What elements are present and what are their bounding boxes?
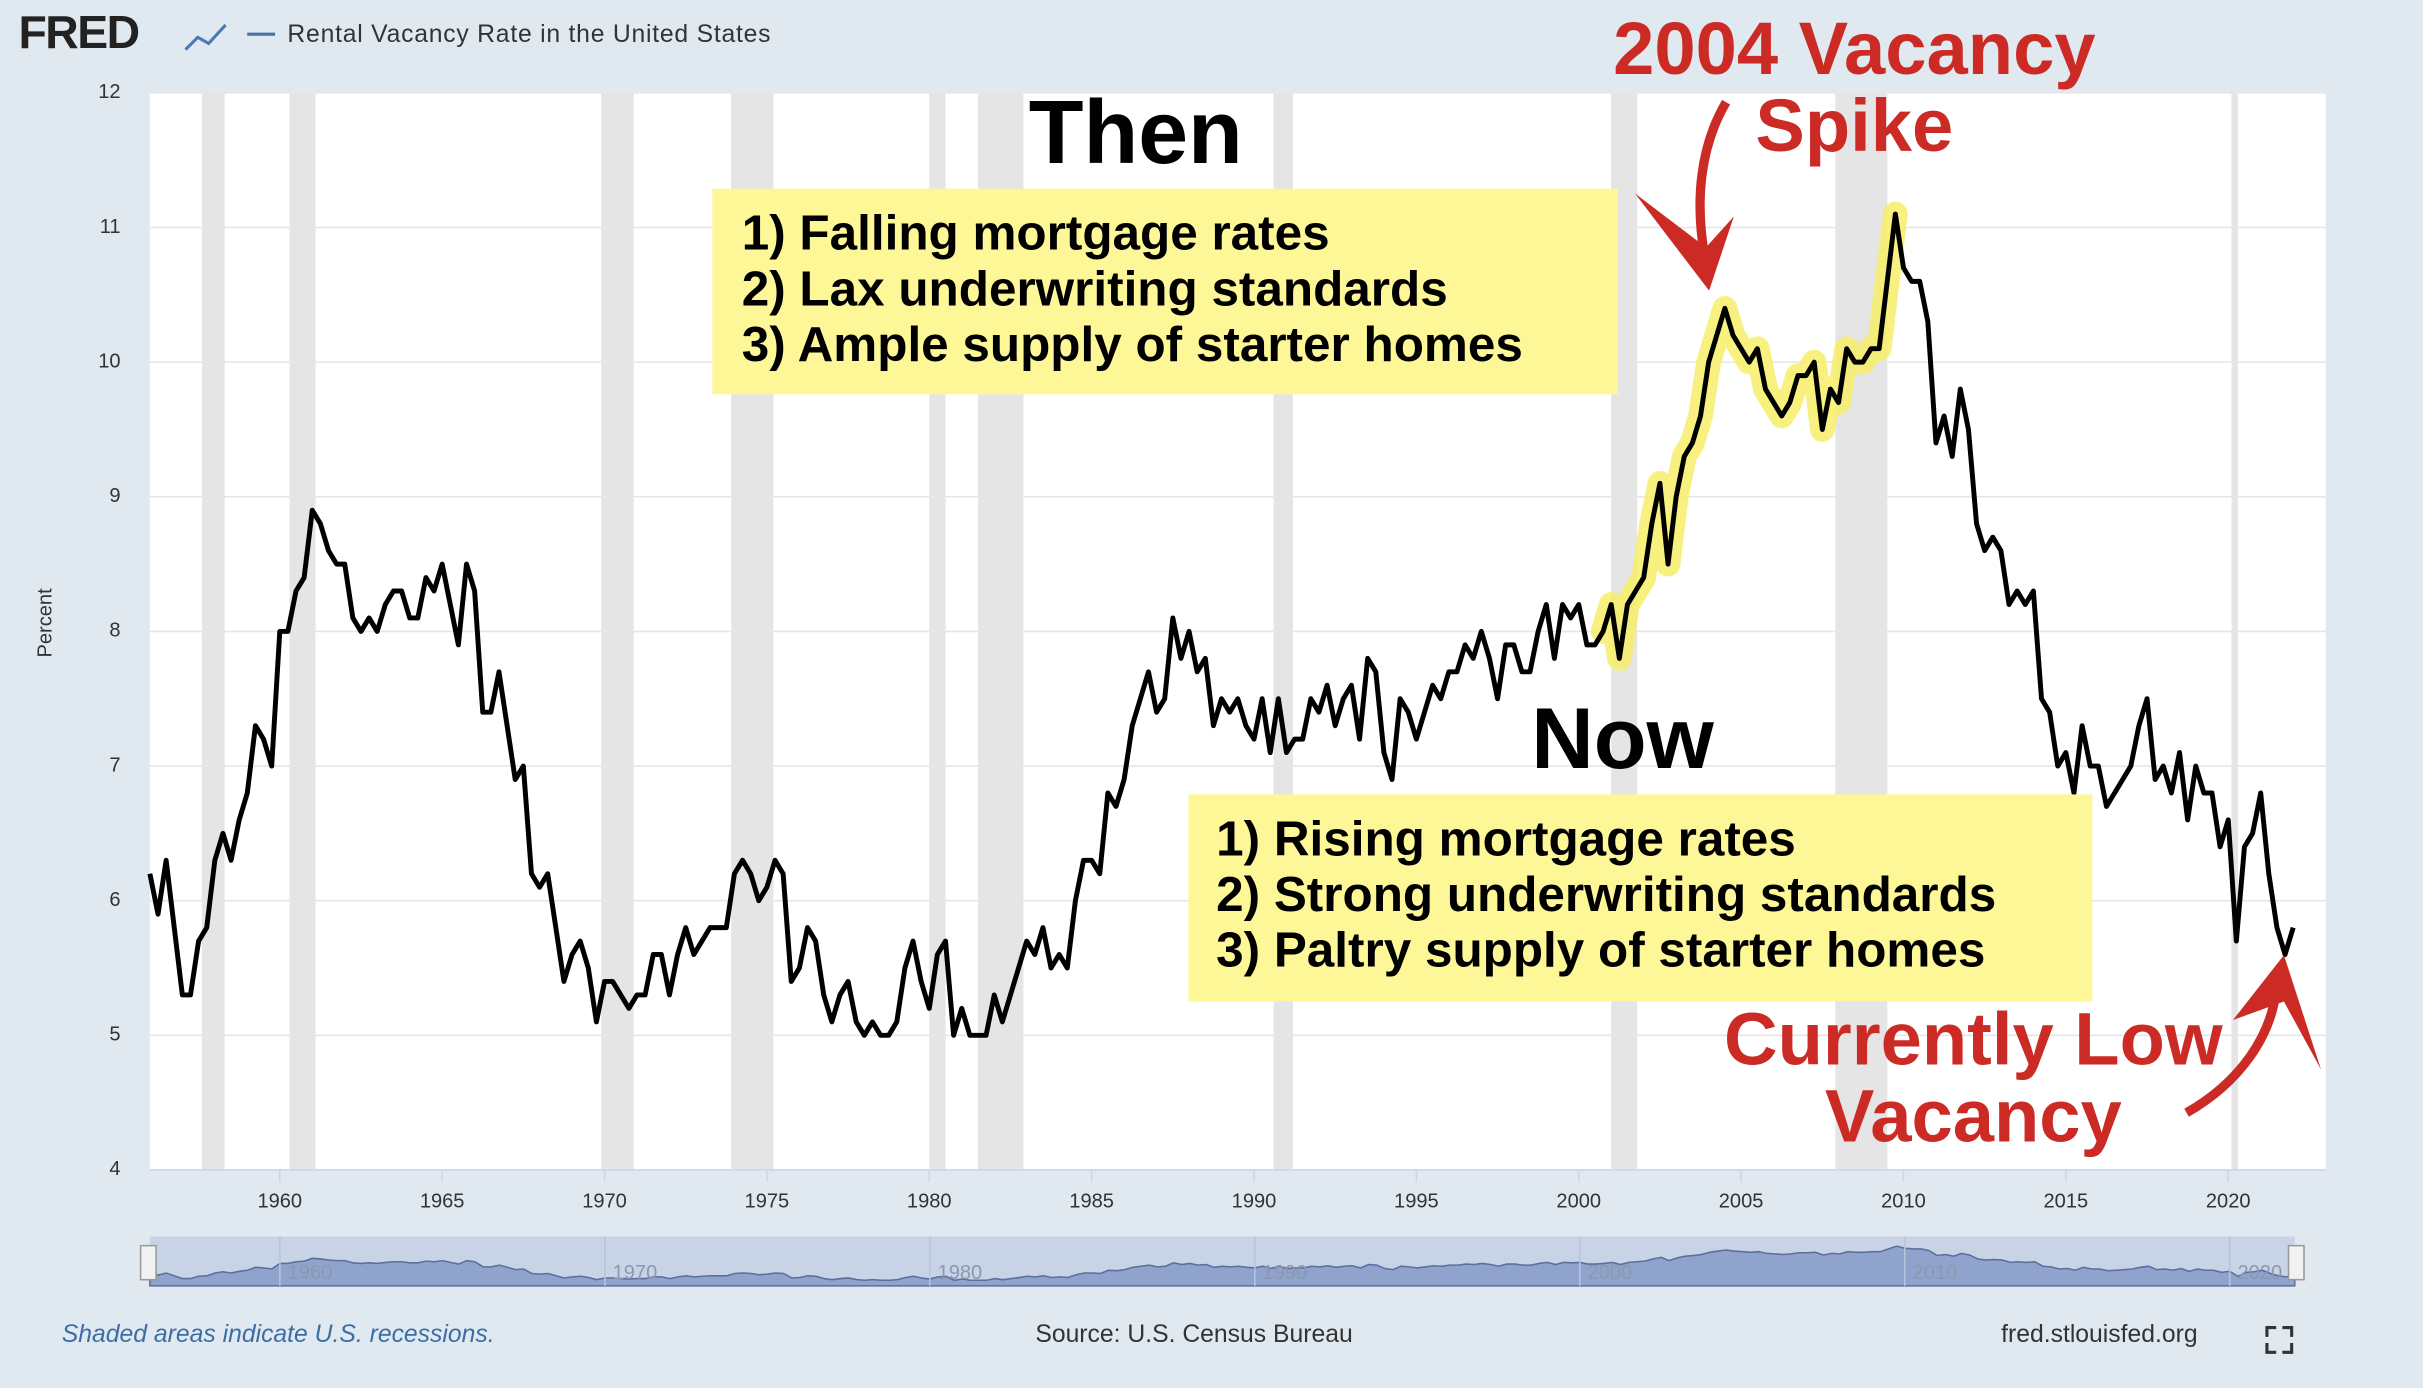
- then-line: 3) Ample supply of starter homes: [742, 317, 1523, 372]
- y-tick-label: 10: [98, 350, 120, 372]
- y-tick-label: 4: [109, 1158, 120, 1180]
- now-line: 2) Strong underwriting standards: [1216, 867, 1996, 922]
- navigator-tick-label: 2020: [2237, 1262, 2282, 1284]
- navigator-handle[interactable]: [139, 1244, 157, 1281]
- y-tick-label: 11: [100, 216, 121, 238]
- navigator-tick-label: 2010: [1912, 1262, 1957, 1284]
- navigator-tick-label: 1980: [938, 1262, 983, 1284]
- y-axis-label: Percent: [35, 588, 57, 658]
- then-title: Then: [1029, 82, 1243, 182]
- y-tick-label: 12: [98, 81, 120, 103]
- now-line: 1) Rising mortgage rates: [1216, 811, 1796, 866]
- current-label: Currently Low: [1724, 997, 2223, 1080]
- logo-icon: [184, 23, 227, 51]
- grid: 4 5 6 7 8 9 10 11 12 1960 1965 1970 1975 1980 1985 1990…: [98, 81, 2326, 1213]
- x-tick-label: 1960: [257, 1191, 302, 1213]
- x-tick-label: 1975: [745, 1191, 790, 1213]
- recession-note: Shaded areas indicate U.S. recessions.: [62, 1321, 495, 1348]
- current-label: Vacancy: [1825, 1075, 2122, 1158]
- x-tick-label: 2005: [1719, 1191, 1764, 1213]
- logo: FRED: [19, 6, 139, 58]
- navigator-tick-label: 2000: [1588, 1262, 1633, 1284]
- fullscreen-button[interactable]: [2265, 1326, 2294, 1354]
- current-arrowhead: [2232, 955, 2322, 1070]
- then-line: 2) Lax underwriting standards: [742, 261, 1448, 316]
- spike-arrow: [1695, 99, 1731, 256]
- x-tick-label: 1965: [420, 1191, 465, 1213]
- now-box: [1188, 794, 2093, 1002]
- spike-label: 2004 Vacancy: [1613, 7, 2095, 90]
- site: fred.stlouisfed.org: [2001, 1321, 2197, 1348]
- x-tick-label: 2010: [1881, 1191, 1926, 1213]
- y-tick-label: 8: [109, 620, 120, 642]
- navigator-tick-label: 1960: [288, 1262, 333, 1284]
- navigator-series: 1960 1970 1980 1990 2000 2010 2020: [149, 1236, 2296, 1287]
- series: [147, 201, 2296, 1038]
- navigator-tick-label: 1970: [613, 1262, 658, 1284]
- y-tick-label: 9: [109, 485, 120, 507]
- navigator-tick-label: 1990: [1263, 1262, 1308, 1284]
- then-line: 1) Falling mortgage rates: [742, 206, 1330, 261]
- source: Source: U.S. Census Bureau: [1035, 1321, 1352, 1348]
- x-tick-label: 2020: [2206, 1191, 2251, 1213]
- now-title: Now: [1531, 691, 1714, 787]
- x-tick-label: 1970: [582, 1191, 627, 1213]
- x-tick-label: 1980: [907, 1191, 952, 1213]
- navigator-handle[interactable]: [2287, 1244, 2305, 1281]
- x-tick-label: 1990: [1232, 1191, 1277, 1213]
- spike-label: Spike: [1755, 84, 1953, 167]
- now-line: 3) Paltry supply of starter homes: [1216, 923, 1985, 978]
- spike-arrowhead: [1634, 193, 1734, 291]
- x-tick-label: 1985: [1069, 1191, 1114, 1213]
- y-tick-label: 5: [109, 1024, 120, 1046]
- series-title: Rental Vacancy Rate in the United States: [287, 21, 771, 48]
- series-line: [147, 211, 2296, 1038]
- y-tick-label: 7: [109, 754, 120, 776]
- y-tick-label: 6: [109, 889, 120, 911]
- navigator-area: [149, 1245, 2296, 1287]
- then-box: [712, 188, 1618, 395]
- x-tick-label: 2015: [2044, 1191, 2089, 1213]
- x-tick-label: 2000: [1556, 1191, 1601, 1213]
- x-tick-label: 1995: [1394, 1191, 1439, 1213]
